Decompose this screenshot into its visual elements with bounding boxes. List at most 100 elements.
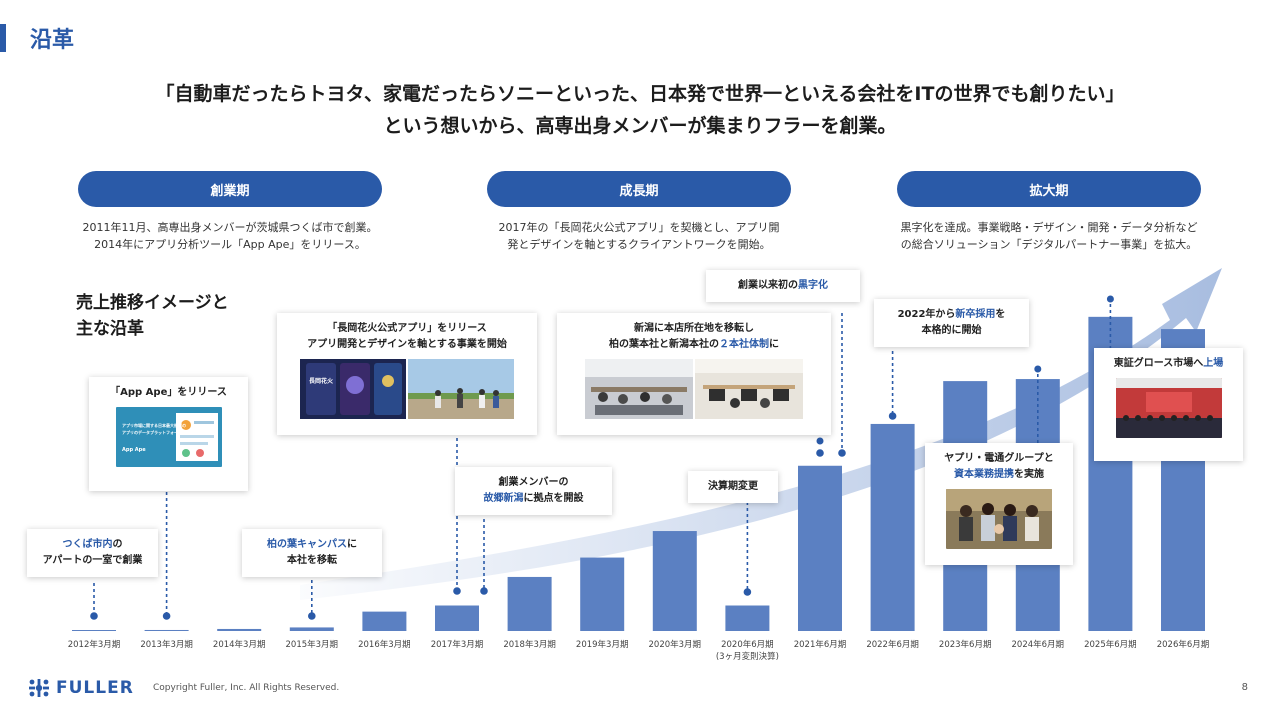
connector-dot-4 xyxy=(480,587,488,595)
x-tick-text: 2013年3月期 xyxy=(140,640,193,650)
highlight-text: 資本業務提携 xyxy=(954,469,1014,480)
callout-text: 決算期変更 xyxy=(708,481,758,492)
callout-app-ape: 「App Ape」をリリース アプリ市場に関する日本最大規模の アプリのデータプ… xyxy=(89,377,248,491)
callout-text: を実施 xyxy=(1014,469,1044,480)
x-tick-label: 2022年6月期 xyxy=(853,639,933,651)
chart-heading-line-1: 売上推移イメージと xyxy=(76,293,229,313)
x-tick-text: 2016年3月期 xyxy=(358,640,411,650)
highlight-text: 黒字化 xyxy=(798,280,828,291)
x-tick-text: 2014年3月期 xyxy=(212,640,266,650)
x-tick-text: 2012年3月期 xyxy=(67,640,121,650)
app-ape-brand: App Ape xyxy=(122,447,146,453)
x-tick-text: 2017年3月期 xyxy=(430,640,484,650)
bar-7 xyxy=(580,557,625,631)
callout-niigata-base: 創業メンバーの 故郷新潟に拠点を開設 xyxy=(455,467,612,515)
callout-text: 創業メンバーの xyxy=(498,477,569,488)
niigata-photos xyxy=(563,359,825,419)
copyright: Copyright Fuller, Inc. All Rights Reserv… xyxy=(153,683,340,693)
x-tick-text: 2025年6月期 xyxy=(1084,640,1137,650)
phase-pill-expansion: 拡大期 xyxy=(897,171,1201,207)
x-tick-label: 2015年3月期 xyxy=(272,639,352,651)
bar-10 xyxy=(798,465,842,631)
callout-new-grad-recruit: 2022年から新卒採用を 本格的に開始 xyxy=(874,299,1029,347)
x-tick-text: 2018年3月期 xyxy=(503,640,556,650)
bar-9 xyxy=(725,605,770,631)
x-tick-label: 2024年6月期 xyxy=(998,639,1078,651)
phase-desc-line: 発とデザインを軸とするクライアントワークを開始。 xyxy=(507,238,771,251)
x-tick-text: 2020年6月期 xyxy=(721,640,774,650)
highlight-text: 上場 xyxy=(1203,358,1224,369)
connector-dot-7 xyxy=(838,449,846,457)
highlight-text: ２本社体制 xyxy=(719,339,769,350)
callout-line: 資本業務提携を実施 xyxy=(931,467,1067,483)
callout-kashiwa: 柏の葉キャンパスに 本社を移転 xyxy=(242,529,382,577)
x-tick-label: 2016年3月期 xyxy=(344,639,424,651)
nagaoka-photos: 長岡花火 xyxy=(283,359,531,419)
connector-dot-0 xyxy=(90,612,98,620)
bar-8 xyxy=(652,531,697,631)
callout-line: 柏の葉キャンパスに xyxy=(248,537,376,553)
bar-2 xyxy=(217,628,262,631)
page-title: 沿革 xyxy=(30,28,75,53)
x-tick-label: 2025年6月期 xyxy=(1070,639,1150,651)
phase-desc-line: 2011年11月、高専出身メンバーが茨城県つくば市で創業。 xyxy=(82,221,378,234)
callout-text: ヤプリ・電通グループと xyxy=(944,453,1054,464)
phase-desc-expansion: 黒字化を達成。事業戦略・デザイン・開発・データ分析など の総合ソリューション「デ… xyxy=(884,219,1214,253)
fuller-logo-icon xyxy=(29,679,49,697)
callout-line: 東証グロース市場へ上場 xyxy=(1100,356,1237,372)
highlight-text: つくば市内 xyxy=(62,539,113,550)
x-tick-label: 2020年3月期 xyxy=(635,639,715,651)
x-tick-text: 2024年6月期 xyxy=(1011,640,1065,650)
connector-dot-top-6 xyxy=(816,437,824,445)
page-number: 8 xyxy=(1241,682,1248,693)
nagaoka-app-photo: 長岡花火 xyxy=(300,359,406,419)
x-tick-label: 2014年3月期 xyxy=(199,639,279,651)
phase-pill-growth: 成長期 xyxy=(487,171,791,207)
phase-desc-line: の総合ソリューション「デジタルパートナー事業」を拡大。 xyxy=(900,238,1198,251)
highlight-text: 故郷新潟 xyxy=(483,493,524,504)
nagaoka-event-photo xyxy=(408,359,514,419)
highlight-text: 新卒採用 xyxy=(955,309,996,320)
callout-text: 2022年から xyxy=(897,309,956,320)
app-ape-img-text: アプリのデータプラットフォーム xyxy=(122,429,182,435)
callout-text: アパートの一室で創業 xyxy=(42,555,143,566)
fuller-logo: FULLER xyxy=(28,678,134,698)
bar-0 xyxy=(72,630,116,631)
phase-desc-growth: 2017年の「長岡花火公式アプリ」を契機とし、アプリ開 発とデザインを軸とするク… xyxy=(474,219,804,253)
x-tick-text: 2019年3月期 xyxy=(575,640,629,650)
x-tick-label: 2012年3月期 xyxy=(54,639,134,651)
headline-line-2: という想いから、高専出身メンバーが集まりフラーを創業。 xyxy=(383,115,897,137)
connector-dot-top-10 xyxy=(1106,295,1114,303)
callout-fiscal-change: 決算期変更 xyxy=(688,471,778,503)
x-tick-text: 2023年6月期 xyxy=(938,640,992,650)
bar-11 xyxy=(870,423,915,631)
bar-4 xyxy=(362,611,407,631)
x-tick-label: 2021年6月期 xyxy=(780,639,860,651)
connector-dot-5 xyxy=(743,588,752,596)
phase-pill-founding: 創業期 xyxy=(78,171,382,207)
highlight-text: 柏の葉キャンパス xyxy=(267,539,347,550)
x-tick-text: 2015年3月期 xyxy=(285,640,339,650)
callout-text: に xyxy=(769,339,779,350)
bar-3 xyxy=(289,627,334,631)
listing-ceremony-photo xyxy=(1115,378,1222,438)
headline: 「自動車だったらトヨタ、家電だったらソニーといった、日本発で世界一といえる会社を… xyxy=(0,78,1280,142)
app-ape-screenshot: アプリ市場に関する日本最大規模の アプリのデータプラットフォーム App Ape xyxy=(115,407,222,467)
connector-dot-8 xyxy=(888,412,897,420)
x-tick-label: 2023年6月期 xyxy=(925,639,1005,651)
phase-desc-line: 2014年にアプリ分析ツール「App Ape」をリリース。 xyxy=(94,238,366,251)
headline-line-1: 「自動車だったらトヨタ、家電だったらソニーといった、日本発で世界一といえる会社を… xyxy=(155,83,1125,105)
title-accent-bar xyxy=(0,24,6,52)
x-tick-text: 2026年6月期 xyxy=(1156,640,1210,650)
callout-line: 柏の葉本社と新潟本社の２本社体制に xyxy=(563,337,825,353)
callout-line: 故郷新潟に拠点を開設 xyxy=(461,491,606,507)
office-photo-1 xyxy=(585,359,693,419)
callout-text: 「長岡花火公式アプリ」をリリース xyxy=(327,323,487,334)
x-tick-label: 2017年3月期 xyxy=(417,639,497,651)
connector-dot-1 xyxy=(162,612,171,620)
bar-5 xyxy=(435,605,479,631)
callout-line: 創業以来初の黒字化 xyxy=(712,278,854,294)
x-tick-text: 2022年6月期 xyxy=(866,640,919,650)
callout-text: 東証グロース市場へ xyxy=(1113,358,1204,369)
nagaoka-img-text: 長岡花火 xyxy=(309,377,334,385)
